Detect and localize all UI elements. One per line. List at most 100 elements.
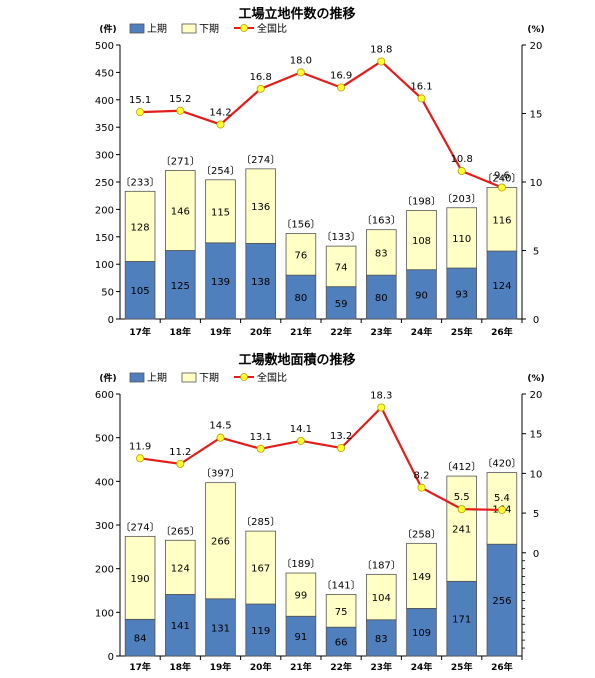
bar-lower [245, 530, 276, 605]
y-tick-label: 450 [95, 68, 114, 79]
y-tick-label: 300 [95, 521, 114, 532]
legend-label-ratio: 全国比 [257, 371, 287, 384]
data-label-lower: 75 [335, 607, 348, 618]
data-label-upper: 256 [492, 596, 511, 607]
data-label-total: 〔274〕 [241, 154, 280, 166]
bar-lower [446, 475, 477, 582]
bar-upper [366, 619, 397, 657]
x-tick-label: 24年 [411, 326, 433, 338]
data-label-total: 〔156〕 [281, 219, 320, 231]
y2-tick-label: 0 [533, 315, 539, 326]
y-tick-label: 200 [95, 565, 114, 576]
x-tick-label: 23年 [371, 661, 393, 673]
chart-title: 工場立地件数の推移 [238, 6, 355, 22]
ratio-point [497, 505, 506, 514]
data-label-total: 〔420〕 [482, 458, 521, 470]
ratio-point [377, 57, 386, 66]
data-label-lower: 266 [211, 537, 230, 548]
data-label-total: 〔141〕 [322, 579, 361, 591]
data-label-upper: 66 [335, 638, 348, 649]
y-tick-label: 250 [95, 178, 114, 189]
data-label-upper: 84 [134, 634, 147, 645]
chart-title: 工場敷地面積の推移 [238, 352, 355, 368]
data-label-upper: 80 [375, 293, 388, 304]
legend-swatch-lower [181, 372, 197, 383]
y-axis-unit-label: (件) [99, 372, 116, 384]
y-tick-label: 0 [108, 315, 114, 326]
ratio-data-label: 15.2 [169, 94, 191, 105]
x-tick-label: 22年 [330, 326, 352, 338]
data-label-total: 〔240〕 [482, 172, 521, 184]
data-label-upper: 93 [455, 290, 468, 301]
legend-swatch-lower [181, 23, 197, 34]
bar-lower [446, 207, 477, 269]
data-label-upper: 90 [415, 290, 428, 301]
data-label-upper: 105 [131, 286, 150, 297]
data-label-total: 〔254〕 [201, 165, 240, 177]
data-label-upper: 109 [412, 628, 431, 639]
ratio-data-label: 14.5 [209, 421, 231, 432]
y-tick-label: 100 [95, 260, 114, 271]
y2-axis-unit-label: (%) [527, 374, 544, 384]
ratio-point [256, 444, 265, 453]
x-tick-label: 21年 [290, 661, 312, 673]
x-tick-label: 18年 [170, 661, 192, 673]
data-label-total: 〔274〕 [121, 521, 160, 533]
data-label-upper: 139 [211, 277, 230, 288]
ratio-data-label: 5.4 [494, 493, 510, 504]
y-tick-label: 0 [108, 652, 114, 663]
x-tick-label: 18年 [170, 326, 192, 338]
data-label-upper: 119 [251, 626, 270, 637]
x-tick-label: 20年 [250, 661, 272, 673]
data-label-upper: 83 [375, 634, 388, 645]
y-tick-label: 500 [95, 434, 114, 445]
data-label-total: 〔163〕 [362, 215, 401, 227]
bar-lower [406, 542, 437, 609]
bar-lower [205, 482, 236, 600]
bar-upper [486, 250, 518, 320]
y2-tick-label: 5 [533, 247, 539, 258]
ratio-point [337, 83, 346, 92]
data-label-upper: 125 [171, 281, 190, 292]
bar-lower [486, 187, 518, 252]
ratio-point [377, 403, 386, 412]
y-tick-label: 600 [95, 390, 114, 401]
ratio-data-label: 18.8 [370, 44, 392, 55]
bar-upper [366, 274, 397, 320]
ratio-data-label: 14.1 [290, 424, 312, 435]
bar-lower [325, 594, 357, 628]
data-label-lower: 76 [295, 250, 308, 261]
ratio-point [296, 68, 305, 77]
ratio-data-label: 13.2 [330, 431, 352, 442]
data-label-total: 〔412〕 [442, 461, 481, 473]
ratio-point [417, 483, 426, 492]
data-label-total: 〔189〕 [281, 558, 320, 570]
data-label-lower: 104 [372, 593, 391, 604]
bar-upper [285, 274, 317, 320]
x-tick-label: 24年 [411, 661, 433, 673]
ratio-data-label: 15.1 [129, 95, 151, 106]
x-tick-label: 20年 [250, 326, 272, 338]
x-tick-label: 19年 [210, 661, 232, 673]
x-tick-label: 21年 [290, 326, 312, 338]
data-label-total: 〔198〕 [402, 195, 441, 207]
ratio-data-label: 8.2 [414, 471, 430, 482]
ratio-data-label: 18.0 [290, 55, 312, 66]
bar-lower [366, 573, 397, 621]
legend-label-upper: 上期 [147, 372, 167, 384]
ratio-point [136, 454, 145, 463]
ratio-point [176, 106, 185, 115]
bar-lower [124, 535, 156, 620]
data-label-total: 〔187〕 [362, 559, 401, 571]
bar-upper [205, 242, 236, 320]
legend-swatch-upper [129, 372, 145, 383]
x-tick-label: 25年 [451, 326, 473, 338]
bar-upper [245, 242, 276, 320]
data-label-lower: 241 [452, 525, 471, 536]
ratio-data-label: 18.3 [370, 390, 392, 401]
y2-tick-label: 10 [530, 469, 543, 480]
data-label-upper: 124 [492, 281, 511, 292]
data-label-upper: 91 [295, 632, 308, 643]
